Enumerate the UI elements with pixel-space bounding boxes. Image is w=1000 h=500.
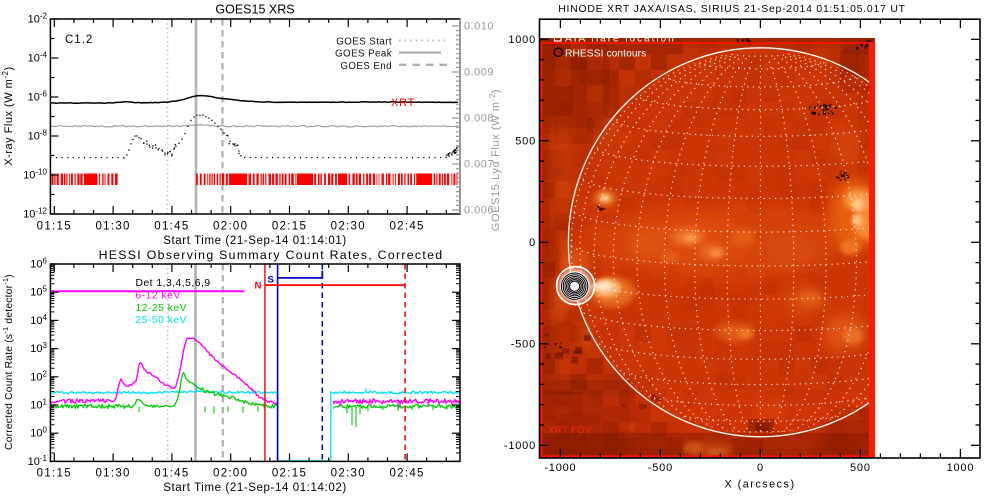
svg-text:01:30: 01:30 [95,221,130,233]
svg-text:01:45: 01:45 [154,468,189,480]
svg-text:XRT FOV: XRT FOV [548,425,592,435]
svg-text:02:30: 02:30 [331,221,366,233]
svg-text:C1.2: C1.2 [65,34,93,46]
svg-text:-500: -500 [648,462,673,474]
svg-text:01:45: 01:45 [154,221,189,233]
svg-text:500: 500 [515,136,536,148]
svg-text:02:00: 02:00 [213,221,248,233]
svg-text:Corrected Count Rate (s-1 dete: Corrected Count Rate (s-1 detector-1) [1,274,15,450]
svg-text:0.010: 0.010 [464,21,494,33]
svg-text:0: 0 [529,237,536,249]
svg-text:GOES15 Lyα Flux (W m-2): GOES15 Lyα Flux (W m-2) [488,89,502,231]
svg-text:RHESSI contours: RHESSI contours [565,48,646,59]
svg-text:-1000: -1000 [544,462,576,474]
svg-text:XRT: XRT [391,97,415,109]
svg-text:1000: 1000 [947,462,975,474]
svg-text:02:30: 02:30 [331,468,366,480]
svg-text:GOES End: GOES End [340,61,392,72]
svg-text:X (arcsecs): X (arcsecs) [724,479,795,491]
svg-text:02:15: 02:15 [272,468,307,480]
svg-text:01:30: 01:30 [95,468,130,480]
svg-text:GOES Start: GOES Start [336,36,392,47]
svg-text:Start Time (21-Sep-14 01:14:02: Start Time (21-Sep-14 01:14:02) [163,482,347,494]
svg-text:S: S [268,274,274,285]
svg-text:Det 1,3,4,5,6,9: Det 1,3,4,5,6,9 [136,278,211,289]
svg-text:6-12 keV: 6-12 keV [136,290,181,301]
svg-text:01:15: 01:15 [37,221,72,233]
svg-text:0: 0 [757,462,764,474]
svg-text:0.007: 0.007 [464,159,494,171]
svg-text:01:15: 01:15 [37,468,72,480]
svg-text:0.006: 0.006 [464,205,494,217]
svg-text:-1000: -1000 [504,440,536,452]
svg-text:GOES Peak: GOES Peak [335,49,392,60]
svg-text:HINODE XRT JAXA/ISAS, SIRIUS 2: HINODE XRT JAXA/ISAS, SIRIUS 21-Sep-2014… [558,4,906,15]
svg-text:1000: 1000 [508,34,536,46]
svg-text:AIA flare location: AIA flare location [565,34,676,45]
svg-text:HESSI Observing Summary Count: HESSI Observing Summary Count Rates, Cor… [99,248,444,262]
svg-text:Start Time (21-Sep-14 01:14:01: Start Time (21-Sep-14 01:14:01) [163,235,347,247]
svg-text:25-50 keV: 25-50 keV [136,315,187,326]
svg-text:12-25 keV: 12-25 keV [136,303,187,314]
svg-text:02:45: 02:45 [389,468,424,480]
svg-text:0.008: 0.008 [464,113,494,125]
svg-text:GOES15 XRS: GOES15 XRS [215,3,294,17]
svg-text:02:15: 02:15 [272,221,307,233]
svg-text:-500: -500 [511,339,536,351]
svg-text:X-ray Flux (W m-2): X-ray Flux (W m-2) [1,66,15,165]
svg-text:0.009: 0.009 [464,67,494,79]
svg-text:02:00: 02:00 [213,468,248,480]
svg-text:500: 500 [850,462,871,474]
svg-text:N: N [255,281,262,292]
svg-text:02:45: 02:45 [389,221,424,233]
